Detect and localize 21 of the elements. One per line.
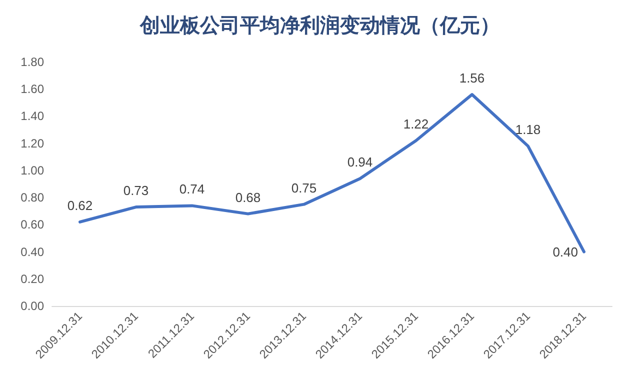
y-tick-label: 1.80 xyxy=(20,55,44,69)
data-label: 0.62 xyxy=(67,198,93,213)
y-tick-label: 0.20 xyxy=(20,272,44,286)
data-label: 1.18 xyxy=(515,122,541,138)
chart-title: 创业板公司平均净利润变动情况（亿元） xyxy=(139,13,500,37)
y-tick-label: 0.00 xyxy=(20,299,44,313)
y-tick-label: 1.20 xyxy=(20,136,44,150)
data-label: 0.74 xyxy=(179,182,205,197)
y-tick-label: 1.00 xyxy=(20,163,44,178)
y-tick-label: 0.40 xyxy=(20,244,44,259)
data-label: 1.22 xyxy=(403,116,429,132)
data-label: 0.40 xyxy=(552,244,578,260)
y-tick-label: 1.40 xyxy=(20,109,44,124)
y-tick-label: 0.80 xyxy=(20,190,44,205)
data-label: 0.75 xyxy=(291,180,317,196)
y-tick-label: 1.60 xyxy=(20,82,44,96)
data-label: 0.73 xyxy=(123,183,149,198)
y-tick-label: 0.60 xyxy=(20,218,44,232)
data-label: 0.94 xyxy=(347,154,373,170)
data-label: 1.56 xyxy=(459,70,485,86)
data-label: 0.68 xyxy=(235,190,261,205)
